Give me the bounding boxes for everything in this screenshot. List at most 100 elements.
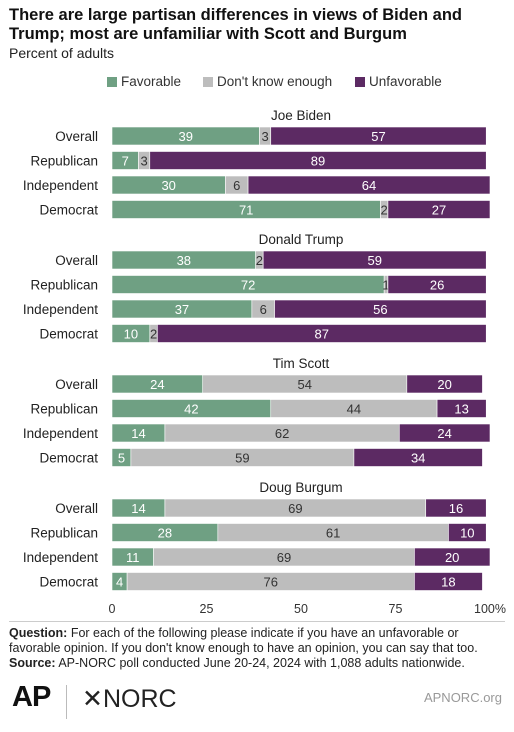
legend-label-dont-know: Don't know enough: [217, 74, 333, 89]
data-label-unfavorable: 26: [430, 278, 444, 293]
data-label-dont-know: 3: [141, 154, 148, 169]
data-label-dont-know: 54: [298, 377, 312, 392]
data-label-dont-know: 2: [150, 327, 157, 342]
data-label-dont-know: 76: [264, 575, 278, 590]
data-label-favorable: 24: [150, 377, 164, 392]
data-label-unfavorable: 16: [449, 501, 463, 516]
bar-segment-unfavorable: [274, 299, 487, 319]
row-label: Overall: [55, 377, 98, 392]
x-tick-label: 75: [389, 602, 403, 616]
bar-segment-unfavorable: [353, 448, 483, 467]
data-label-unfavorable: 89: [311, 154, 325, 169]
row-label: Overall: [55, 253, 98, 268]
row-label: Democrat: [39, 203, 98, 218]
row-label: Democrat: [39, 451, 98, 466]
data-label-unfavorable: 57: [371, 129, 385, 144]
data-label-dont-know: 69: [288, 501, 302, 516]
legend-item-dont-know: Don't know enough: [203, 74, 332, 89]
data-label-dont-know: 3: [261, 129, 268, 144]
row-label: Republican: [30, 526, 98, 541]
row-label: Independent: [23, 426, 98, 441]
row-label: Overall: [55, 129, 98, 144]
bar-segment-unfavorable: [414, 547, 491, 567]
bar-segment-unfavorable: [436, 399, 487, 418]
data-label-dont-know: 6: [233, 178, 240, 193]
row-label: Democrat: [39, 327, 98, 342]
group-title: Tim Scott: [273, 356, 330, 371]
data-label-unfavorable: 24: [437, 426, 451, 441]
data-label-unfavorable: 34: [411, 451, 425, 466]
bar-segment-unfavorable: [425, 498, 487, 518]
data-label-favorable: 38: [177, 253, 191, 268]
data-label-dont-know: 6: [260, 302, 267, 317]
norc-logo: ✕NORC: [82, 685, 177, 713]
x-tick-label: 50: [294, 602, 308, 616]
bar-segment-unfavorable: [387, 200, 491, 219]
footer-source-label: Source:: [9, 656, 56, 670]
data-label-favorable: 71: [239, 203, 253, 218]
chart-title: There are large partisan differences in …: [9, 6, 462, 43]
group-title: Donald Trump: [259, 232, 344, 247]
data-label-dont-know: 2: [256, 253, 263, 268]
data-label-unfavorable: 59: [367, 253, 381, 268]
data-label-favorable: 14: [131, 501, 145, 516]
bar-segment-unfavorable: [247, 175, 491, 195]
data-label-unfavorable: 87: [315, 327, 329, 342]
footer-question-label: Question:: [9, 626, 68, 640]
row-label: Independent: [23, 302, 98, 317]
row-label: Republican: [30, 278, 98, 293]
legend-swatch-unfavorable: [355, 76, 365, 87]
x-tick-label: 0: [109, 602, 116, 616]
group-title: Joe Biden: [271, 108, 331, 123]
data-label-favorable: 10: [124, 327, 138, 342]
bar-segment-unfavorable: [406, 374, 483, 394]
footer-divider: [9, 621, 505, 622]
data-label-favorable: 72: [241, 278, 255, 293]
bar-segment-unfavorable: [149, 151, 487, 170]
footer-source: Source: AP-NORC poll conducted June 20-2…: [9, 656, 509, 670]
chart-subtitle: Percent of adults: [9, 45, 115, 61]
data-label-unfavorable: 64: [362, 178, 376, 193]
data-label-dont-know: 44: [347, 402, 361, 417]
data-label-dont-know: 61: [326, 526, 340, 541]
data-label-favorable: 39: [178, 129, 192, 144]
bar-segment-unfavorable: [398, 423, 491, 443]
site-link[interactable]: APNORC.org: [423, 690, 502, 705]
legend-swatch-dont-know: [203, 76, 213, 87]
data-label-unfavorable: 56: [373, 302, 387, 317]
data-label-unfavorable: 20: [437, 377, 451, 392]
bar-segment-unfavorable: [448, 523, 487, 542]
data-label-favorable: 30: [161, 178, 175, 193]
data-label-favorable: 42: [184, 402, 198, 417]
legend-swatch-favorable: [107, 76, 117, 87]
data-label-dont-know: 1: [382, 278, 389, 293]
legend-label-favorable: Favorable: [121, 74, 182, 89]
group-title: Doug Burgum: [259, 480, 342, 495]
footer-source-text: AP-NORC poll conducted June 20-24, 2024 …: [58, 656, 465, 670]
legend-label-unfavorable: Unfavorable: [369, 74, 442, 89]
logo-divider: [66, 685, 67, 719]
data-label-dont-know: 69: [277, 550, 291, 565]
data-label-unfavorable: 13: [454, 402, 468, 417]
x-tick-label: 100%: [474, 602, 506, 616]
bar-segment-unfavorable: [387, 275, 487, 294]
row-label: Independent: [23, 178, 98, 193]
data-label-unfavorable: 18: [441, 575, 455, 590]
row-label: Republican: [30, 154, 98, 169]
bar-segment-unfavorable: [157, 324, 487, 343]
data-label-favorable: 14: [131, 426, 145, 441]
row-label: Democrat: [39, 575, 98, 590]
data-label-unfavorable: 10: [460, 526, 474, 541]
data-label-favorable: 4: [116, 575, 123, 590]
data-label-unfavorable: 27: [432, 203, 446, 218]
x-tick-label: 25: [200, 602, 214, 616]
ap-logo: AP: [12, 681, 51, 713]
row-label: Republican: [30, 402, 98, 417]
data-label-unfavorable: 20: [445, 550, 459, 565]
data-label-favorable: 11: [126, 550, 140, 565]
chart-legend: Favorable Don't know enough Unfavorable: [0, 74, 514, 92]
bar-segment-unfavorable: [414, 572, 483, 591]
data-label-dont-know: 59: [235, 451, 249, 466]
footer-question-text: For each of the following please indicat…: [9, 626, 478, 655]
